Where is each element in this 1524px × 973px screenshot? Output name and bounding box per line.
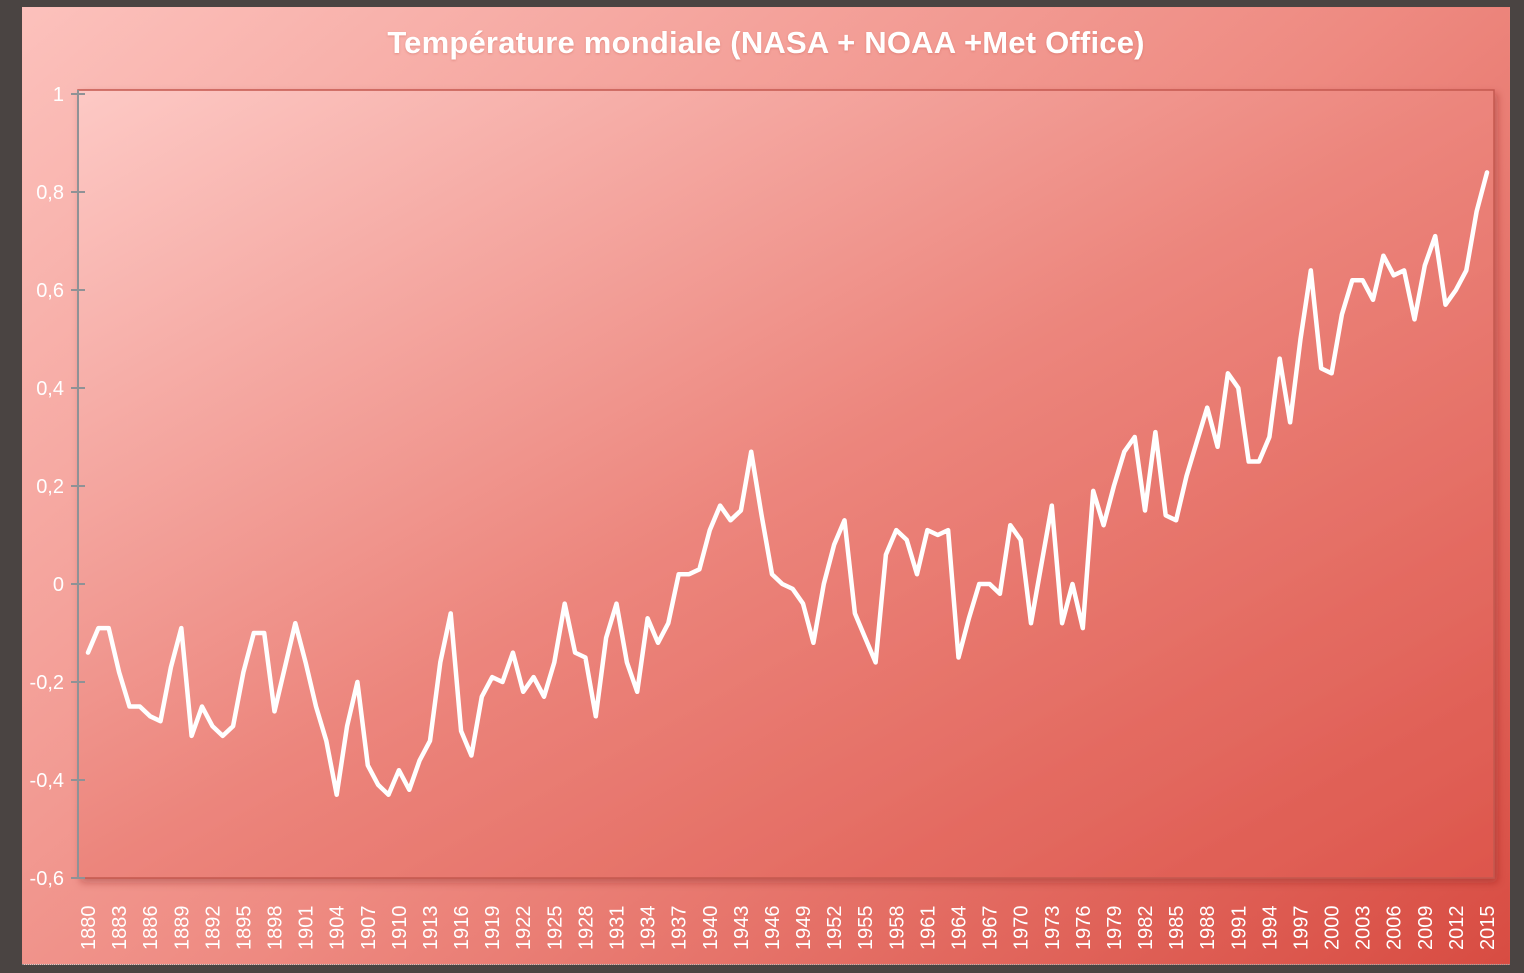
y-tick-label: 0,8 — [36, 182, 64, 204]
x-tick-label: 1892 — [202, 906, 224, 951]
x-tick-label: 1943 — [731, 906, 753, 951]
x-tick-label: 1901 — [296, 906, 318, 951]
y-tick-label: 0,4 — [36, 378, 64, 400]
x-tick-label: 1904 — [327, 906, 349, 951]
x-tick-label: 1886 — [140, 906, 162, 951]
chart-canvas: Température mondiale (NASA + NOAA +Met O… — [22, 7, 1510, 965]
x-tick-label: 1976 — [1073, 906, 1095, 951]
x-tick-label: 1964 — [948, 906, 970, 951]
x-tick-label: 1952 — [824, 906, 846, 951]
x-tick-label: 1979 — [1104, 906, 1126, 951]
x-tick-label: 1919 — [482, 906, 504, 951]
x-tick-label: 1934 — [638, 906, 660, 951]
x-tick-label: 2003 — [1353, 906, 1375, 951]
x-tick-label: 1913 — [420, 906, 442, 951]
plot-area — [77, 89, 1495, 879]
y-axis-ticks — [71, 93, 85, 879]
x-tick-label: 1880 — [78, 906, 100, 951]
x-tick-label: 1922 — [513, 906, 535, 951]
x-tick-label: 1970 — [1011, 906, 1033, 951]
y-tick-label: 0,2 — [36, 476, 64, 498]
x-axis-labels: 1880 1883 1886 1889 1892 1895 1898 1901 1904 1907… — [78, 906, 1499, 951]
x-tick-label: 1955 — [855, 906, 877, 951]
x-tick-label: 1910 — [389, 906, 411, 951]
x-tick-label: 1916 — [451, 906, 473, 951]
x-tick-label: 1928 — [575, 906, 597, 951]
x-tick-label: 1991 — [1228, 906, 1250, 951]
x-tick-label: 1946 — [762, 906, 784, 951]
x-tick-label: 1949 — [793, 906, 815, 951]
x-tick-label: 1985 — [1166, 906, 1188, 951]
y-axis-labels: 1 0,8 0,6 0,4 0,2 0 -0,2 -0,4 -0,6 — [30, 84, 64, 890]
y-tick-label: -0,2 — [30, 672, 64, 694]
x-tick-label: 1889 — [171, 906, 193, 951]
y-tick-label: 1 — [53, 84, 64, 106]
y-tick-label: 0,6 — [36, 280, 64, 302]
x-tick-label: 2009 — [1415, 906, 1437, 951]
x-tick-label: 1937 — [669, 906, 691, 951]
x-tick-label: 2015 — [1477, 906, 1499, 951]
x-tick-label: 1958 — [886, 906, 908, 951]
x-tick-label: 1940 — [700, 906, 722, 951]
x-tick-label: 2006 — [1384, 906, 1406, 951]
x-tick-label: 1895 — [233, 906, 255, 951]
chart-title: Température mondiale (NASA + NOAA +Met O… — [387, 25, 1145, 60]
y-tick-label: -0,6 — [30, 868, 64, 890]
x-tick-label: 1997 — [1290, 906, 1312, 951]
y-tick-label: 0 — [53, 574, 64, 596]
x-tick-label: 1982 — [1135, 906, 1157, 951]
x-tick-label: 1967 — [980, 906, 1002, 951]
x-tick-label: 1925 — [544, 906, 566, 951]
x-tick-label: 2000 — [1322, 906, 1344, 951]
x-tick-label: 1994 — [1259, 906, 1281, 951]
x-tick-label: 1883 — [109, 906, 131, 951]
x-tick-label: 1988 — [1197, 906, 1219, 951]
x-tick-label: 1931 — [607, 906, 629, 951]
x-tick-label: 1898 — [265, 906, 287, 951]
y-tick-label: -0,4 — [30, 770, 64, 792]
x-tick-label: 1961 — [917, 906, 939, 951]
x-tick-label: 2012 — [1446, 906, 1468, 951]
x-tick-label: 1973 — [1042, 906, 1064, 951]
x-tick-label: 1907 — [358, 906, 380, 951]
line-chart: 10,80,60,40,20-0,2-0,4-0,6 1880 1883 1886 1… — [30, 84, 1499, 951]
temperature-line — [85, 170, 1490, 797]
